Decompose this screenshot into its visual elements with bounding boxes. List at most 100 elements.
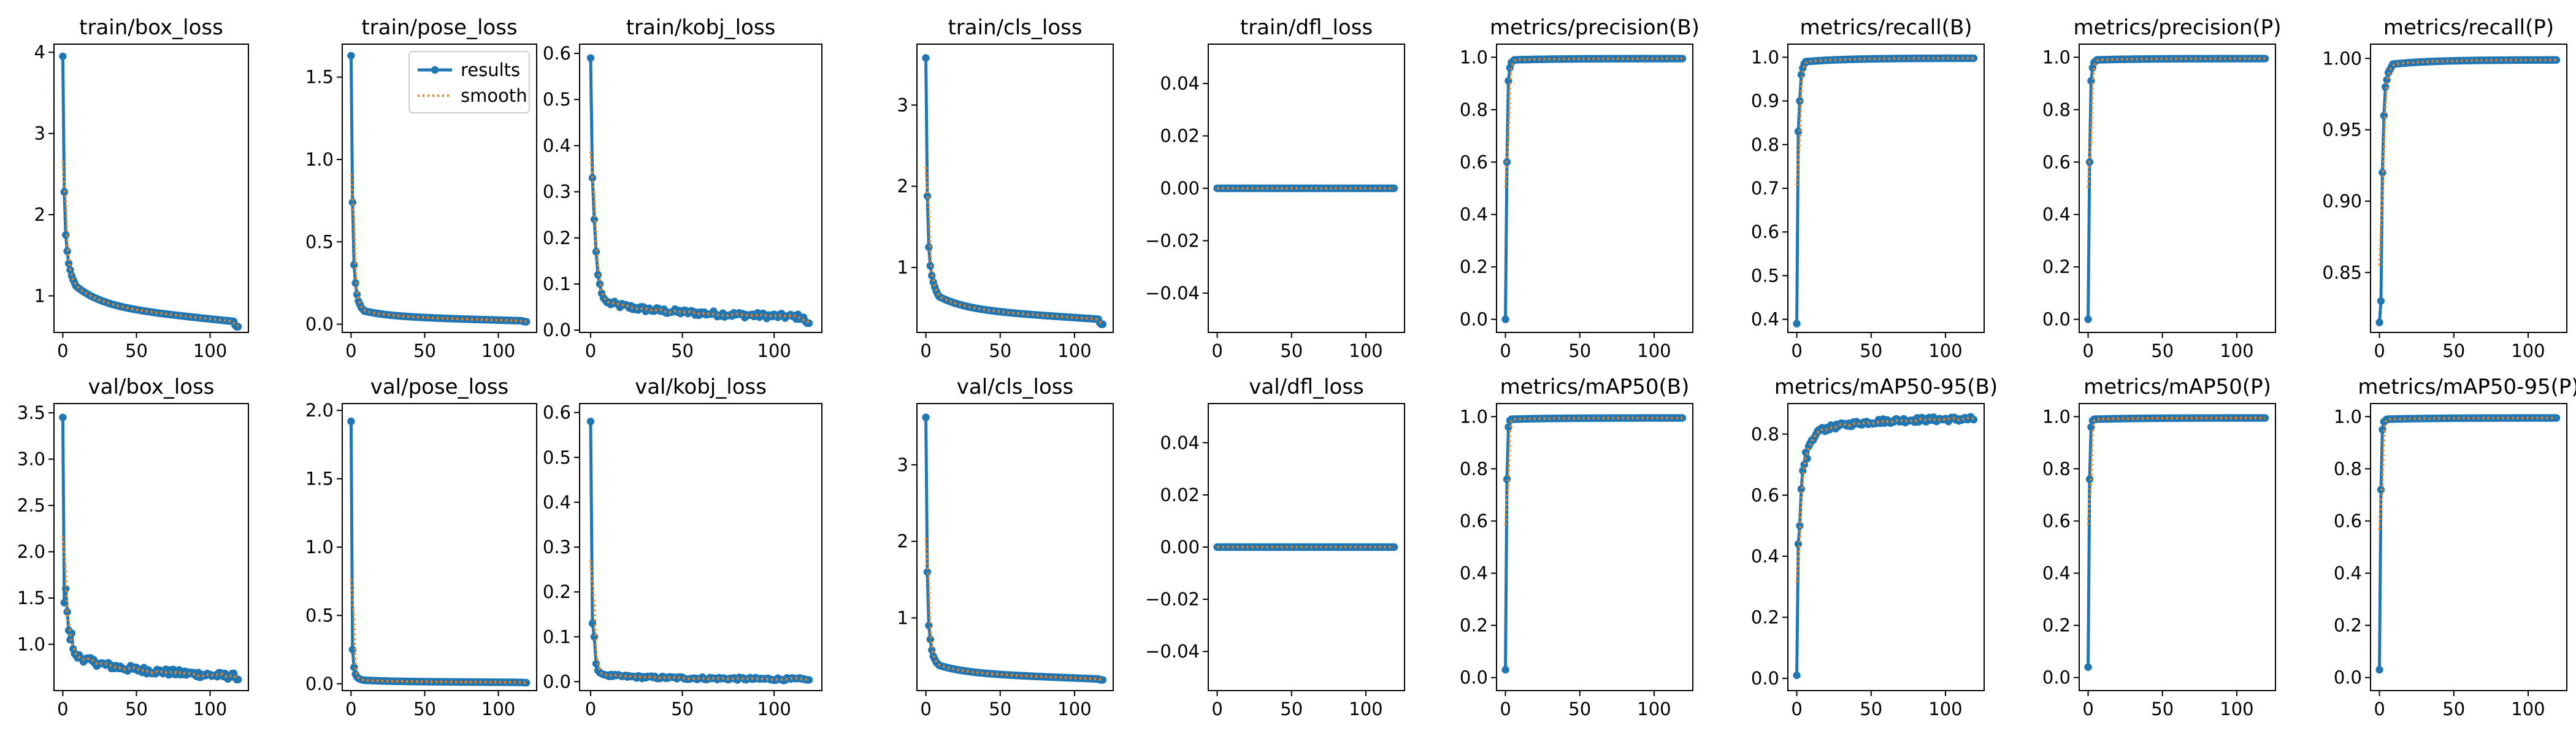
smooth-line [1504,416,1683,526]
results-point [2084,663,2092,671]
x-tick-label: 0 [2374,699,2385,719]
subplot-2: train/kobj_loss 0.0 0.1 0.2 0.3 0.4 0.5 0.6 0 50 1… [543,15,822,361]
axes-frame [53,403,249,691]
subplot-title: train/cls_loss [948,15,1082,40]
results-point [350,663,358,672]
results-point [1969,54,1978,63]
y-tick-label: 1 [897,257,908,278]
axes-frame [1208,403,1405,691]
y-tick-label: 0.8 [1460,99,1488,120]
results-point [1503,475,1511,483]
x-tick-label: 0 [585,699,596,719]
axes-frame [2079,403,2276,691]
x-tick-label: 100 [2511,699,2545,719]
y-tick-label: 0.1 [543,626,571,647]
axes-frame [1208,44,1405,333]
y-tick-label: −0.02 [1145,230,1200,251]
y-tick-label: 0.8 [1751,424,1779,445]
y-tick-label: 0.2 [1751,607,1779,628]
subplot-8: metrics/recall(P) 0.85 0.90 0.95 1.00 0 50 100 [2322,15,2567,361]
y-tick-label: 0.8 [2042,99,2071,120]
y-tick-label: 0.7 [1751,178,1779,199]
x-tick-label: 0 [585,340,596,361]
smooth-line [2378,58,2557,266]
results-point [63,608,71,616]
results-point [59,52,67,61]
subplot-15: metrics/mAP50-95(B) 0.0 0.2 0.4 0.6 0.8 0 50 100 [1751,375,1998,719]
x-tick-label: 0 [57,340,68,361]
subplot-title: val/cls_loss [957,375,1073,399]
axes-frame [916,403,1114,691]
x-tick-label: 50 [2151,340,2174,361]
subplot-title: train/kobj_loss [626,15,776,40]
y-tick-label: 1.5 [305,469,334,489]
y-tick-label: 0.0 [1751,668,1779,689]
y-tick-label: 0.0 [2042,667,2071,688]
x-tick-label: 0 [1791,340,1802,361]
subplot-3: train/cls_loss 1 2 3 0 50 100 [897,15,1114,361]
y-tick-label: 0.85 [2322,262,2362,283]
x-tick-label: 0 [345,340,356,361]
smooth-line [2087,416,2266,525]
y-tick-label: 3 [897,94,908,115]
subplot-title: val/kobj_loss [635,375,767,399]
y-tick-label: 1.5 [305,67,334,88]
y-tick-label: 3.5 [17,402,45,423]
y-tick-label: 0.8 [1751,134,1779,155]
results-point [1678,55,1687,63]
x-tick-label: 0 [2082,699,2093,719]
results-point [1796,521,1804,530]
y-tick-label: 0.0 [1460,309,1488,330]
results-point [2382,83,2390,91]
x-tick-label: 100 [1928,340,1962,361]
y-tick-label: −0.04 [1145,283,1200,304]
y-tick-label: 0.4 [2042,204,2071,225]
x-tick-label: 50 [989,340,1011,361]
axes-frame [53,44,249,333]
y-tick-label: 0.8 [2334,458,2362,479]
axes-frame [342,403,537,691]
subplot-14: metrics/mAP50(B) 0.0 0.2 0.4 0.6 0.8 1.0 0 50 100 [1460,375,1693,719]
y-tick-label: 3 [897,454,908,475]
subplot-title: metrics/mAP50-95(B) [1774,375,1998,399]
legend-results-label: results [461,59,520,80]
y-tick-label: 2 [897,176,908,197]
subplot-11: val/kobj_loss 0.0 0.1 0.2 0.3 0.4 0.5 0.6 0 50 100 [543,375,822,719]
axes-frame [342,44,537,333]
subplot-title: metrics/precision(B) [1490,15,1700,40]
results-point [1678,414,1687,422]
y-tick-label: 1.0 [305,537,334,558]
y-tick-label: 0.4 [2042,563,2071,584]
smooth-line [589,560,810,681]
y-tick-label: 0.4 [2334,563,2362,584]
x-tick-label: 0 [1500,340,1511,361]
results-point [1501,315,1509,323]
y-tick-label: 2 [34,204,45,225]
y-tick-label: −0.04 [1145,641,1200,662]
x-tick-label: 100 [481,340,515,361]
y-tick-label: 0.5 [543,89,571,110]
smooth-line [2087,57,2266,188]
subplot-title: train/box_loss [79,15,223,40]
y-tick-label: 0.3 [543,537,571,558]
results-point [2377,297,2385,305]
x-tick-label: 0 [1211,699,1222,719]
y-tick-label: 0.0 [305,673,334,694]
y-tick-label: 0.2 [2334,615,2362,636]
axes-frame [2079,44,2276,333]
y-tick-label: 0.0 [543,671,571,692]
x-tick-label: 100 [757,699,791,719]
y-tick-label: 0.95 [2322,120,2362,140]
subplot-title: metrics/recall(P) [2383,15,2554,40]
subplot-title: train/dfl_loss [1240,15,1373,40]
y-tick-label: 1.0 [1460,47,1488,67]
results-point [925,243,933,251]
x-tick-label: 100 [481,699,515,719]
axes-frame [579,403,822,691]
y-tick-label: 0.2 [2042,256,2071,277]
subplot-9: val/box_loss 1.0 1.5 2.0 2.5 3.0 3.5 0 50 100 [17,375,249,719]
results-point [1969,415,1978,424]
y-tick-label: 0.5 [1751,265,1779,286]
y-tick-label: 0.6 [2042,510,2071,531]
